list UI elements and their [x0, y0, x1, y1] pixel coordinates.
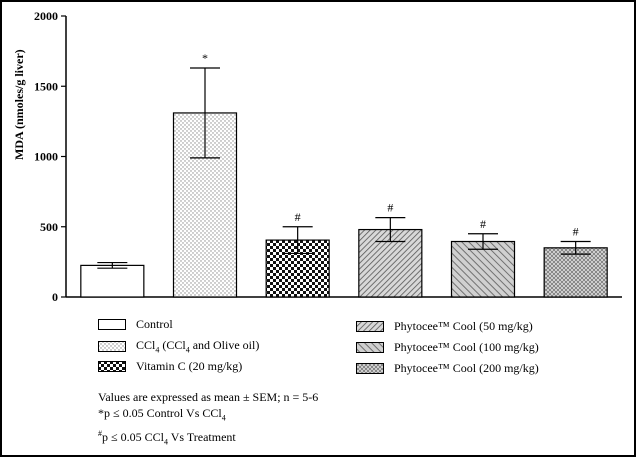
significance-marker: * [202, 51, 208, 65]
legend-swatch [98, 361, 126, 372]
note-values: Values are expressed as mean ± SEM; n = … [98, 390, 319, 404]
legend-item: Vitamin C (20 mg/kg) [98, 359, 242, 374]
notes: Values are expressed as mean ± SEM; n = … [98, 389, 318, 451]
significance-marker: # [295, 210, 301, 224]
axes: 0 500 1000 1500 2000 [34, 9, 622, 304]
legend-label: Phytocee™ Cool (100 mg/kg) [394, 340, 539, 354]
legend-swatch [356, 342, 384, 353]
y-tick-label: 500 [40, 220, 58, 234]
y-tick-label: 0 [52, 290, 58, 304]
significance-marker: # [387, 201, 393, 215]
legend-label: CCl4 (CCl4 and Olive oil) [136, 338, 260, 355]
significance-marker: # [573, 225, 579, 239]
legend-swatch [98, 319, 126, 330]
legend-label: Phytocee™ Cool (200 mg/kg) [394, 361, 539, 375]
y-axis-title: MDA (nmoles/g liver) [12, 49, 26, 160]
legend-label: Control [136, 317, 173, 331]
legend-swatch [98, 340, 126, 352]
legend-swatch [356, 363, 384, 374]
bars: * # # # # [80, 51, 608, 298]
legend-swatch [356, 321, 384, 332]
bar [80, 264, 145, 298]
note-star: *p ≤ 0.05 Control Vs CCl4 [98, 406, 226, 423]
y-tick-label: 2000 [34, 9, 58, 23]
legend-item: CCl4 (CCl4 and Olive oil) [98, 338, 259, 354]
legend-item: Phytocee™ Cool (200 mg/kg) [356, 361, 539, 376]
legend-label: Vitamin C (20 mg/kg) [136, 359, 243, 373]
legend-item: Phytocee™ Cool (100 mg/kg) [356, 340, 539, 355]
note-hash: #p ≤ 0.05 CCl4 Vs Treatment [98, 429, 236, 447]
legend-item: Control [98, 317, 173, 332]
y-tick-label: 1500 [34, 79, 58, 93]
bar [450, 240, 516, 298]
bar [543, 247, 608, 298]
legend-item: Phytocee™ Cool (50 mg/kg) [356, 319, 533, 334]
significance-marker: # [480, 217, 486, 231]
legend-label: Phytocee™ Cool (50 mg/kg) [394, 319, 533, 333]
y-tick-label: 1000 [34, 150, 58, 164]
